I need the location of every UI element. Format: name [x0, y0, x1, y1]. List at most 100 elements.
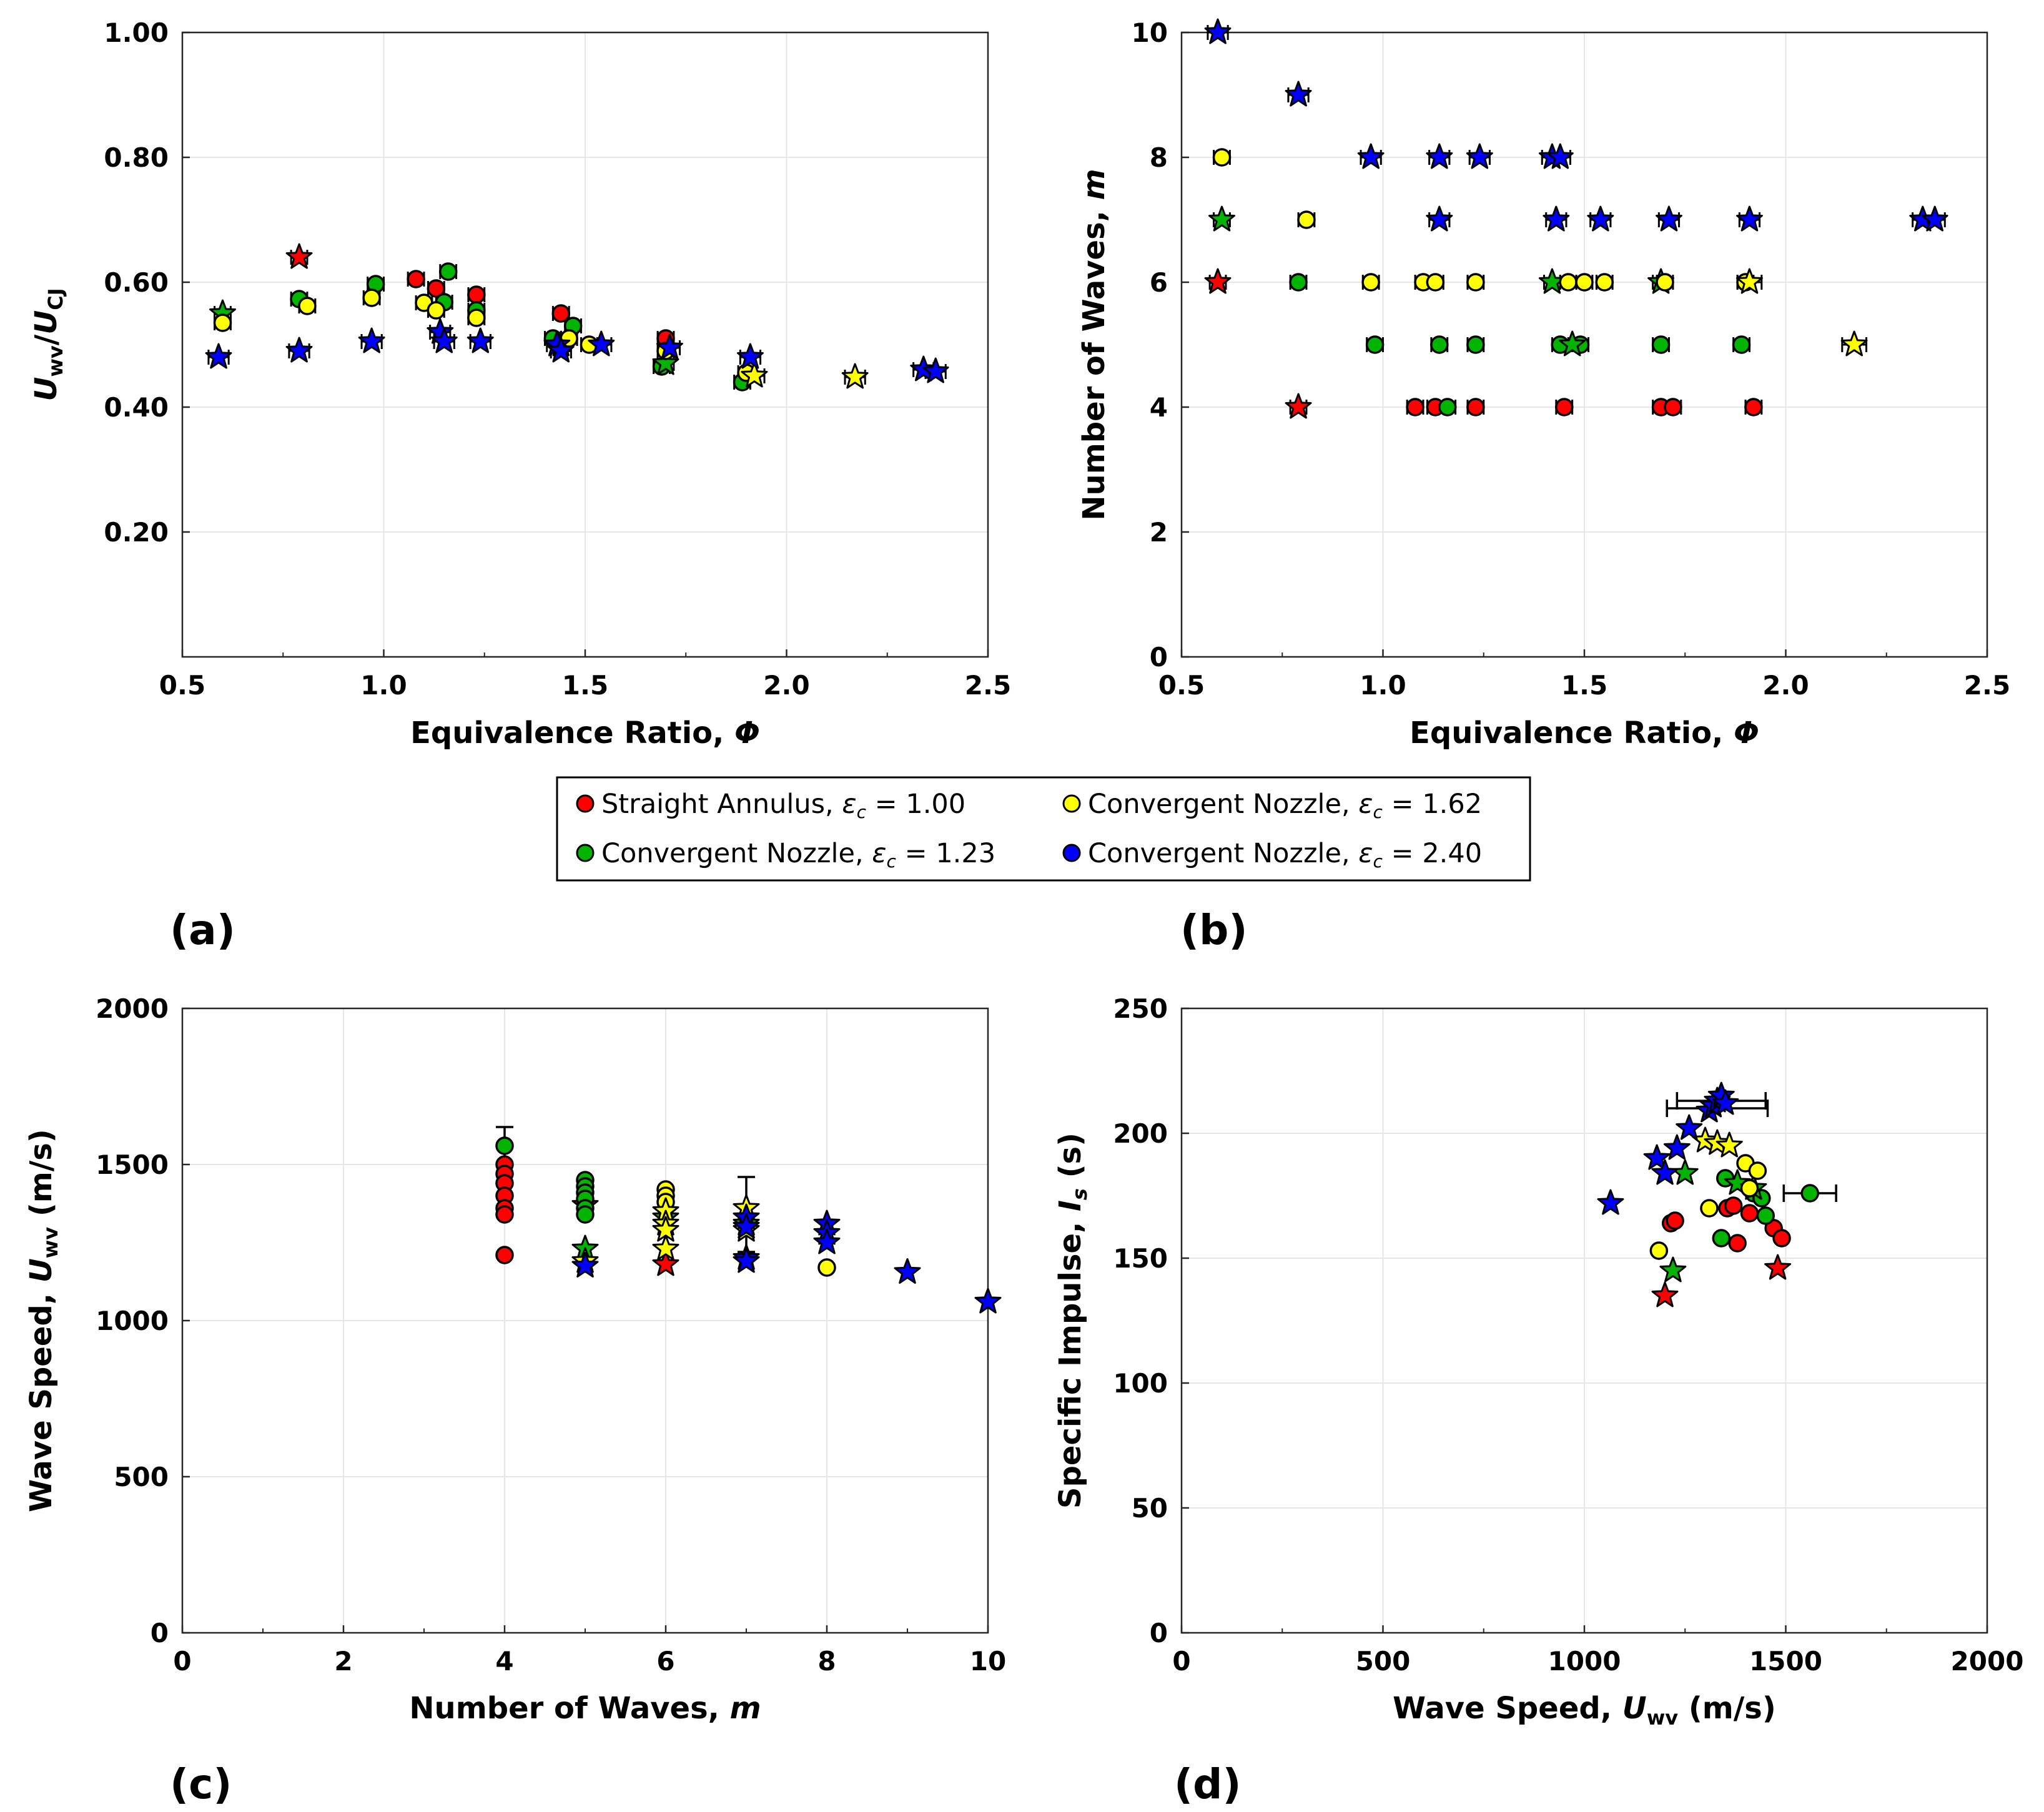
data-point: [1466, 273, 1485, 292]
panel-a-x-axis-label: Equivalence Ratio, Φ: [410, 716, 760, 751]
x-tick-label: 6: [656, 1646, 674, 1677]
y-tick-label: 150: [1113, 1243, 1168, 1274]
legend: Straight Annulus, εc = 1.00 Convergent N…: [556, 776, 1531, 882]
x-tick-label: 500: [1356, 1646, 1411, 1677]
data-point: [1666, 1211, 1684, 1230]
legend-entry-nozzle-240: Convergent Nozzle, εc = 2.40: [1062, 838, 1482, 872]
data-point-star: [737, 343, 764, 369]
data-point: [1365, 335, 1385, 354]
y-tick-label: 250: [1113, 993, 1168, 1024]
panel-a: 0.5 1.0 1.5 2.0 2.5 0.20 0.40 0.60 0.80 1.00 Equi…: [29, 17, 1011, 954]
panel-b-label: (b): [1180, 906, 1248, 954]
data-point-star: [1285, 393, 1312, 419]
data-point-star: [922, 357, 949, 383]
data-point-star: [1736, 268, 1763, 294]
y-tick-label: 0: [151, 1618, 169, 1648]
data-point-star: [547, 337, 575, 363]
data-point-star: [1663, 1134, 1691, 1160]
data-point-star: [894, 1258, 921, 1284]
data-point: [467, 285, 486, 304]
data-point: [1438, 398, 1457, 416]
x-tick-label: 1.5: [562, 670, 608, 701]
x-tick-label: 8: [817, 1646, 836, 1677]
data-point-star: [1208, 205, 1235, 232]
data-point-star: [1736, 205, 1763, 232]
data-point-star: [1466, 143, 1493, 169]
x-tick-label: 2.5: [965, 670, 1011, 701]
y-tick-label: 8: [1150, 142, 1168, 173]
data-point: [1430, 335, 1449, 354]
data-point-star: [1676, 1114, 1703, 1140]
panel-b-y-axis-label: Number of Waves, m: [1077, 169, 1112, 520]
data-point-star: [1357, 143, 1385, 169]
data-point: [427, 301, 446, 320]
x-tick-label: 1500: [1749, 1646, 1822, 1677]
data-point-star: [656, 333, 683, 360]
data-point-star: [1559, 330, 1586, 357]
data-point: [1740, 1179, 1759, 1198]
data-point-star: [1204, 268, 1232, 294]
panel-a-marks: [205, 243, 949, 391]
panel-d-tick-labels: 0 500 1000 1500 2000 0 50 100 150 200 250: [1113, 993, 2023, 1677]
data-point-star: [1543, 205, 1570, 232]
data-point-star: [588, 330, 615, 357]
panel-b-marks: [1204, 18, 1948, 419]
data-point: [495, 1205, 514, 1224]
panel-b-x-axis-label: Equivalence Ratio, Φ: [1410, 716, 1759, 751]
data-point: [1664, 398, 1682, 416]
data-point: [213, 313, 232, 332]
data-point-star: [813, 1228, 841, 1254]
data-point: [495, 1136, 514, 1155]
panel-c-x-axis-label: Number of Waves, m: [409, 1691, 761, 1726]
data-point: [817, 1258, 836, 1277]
data-point: [1466, 335, 1485, 354]
data-point-star: [1285, 81, 1312, 107]
y-tick-label: 0: [1150, 1618, 1168, 1648]
y-tick-label: 50: [1132, 1493, 1168, 1524]
panel-c-label: (c): [170, 1760, 232, 1808]
data-point: [1651, 335, 1671, 354]
panel-b-tick-labels: 0.5 1.0 1.5 2.0 2.5 0 2 4 6 8 10: [1132, 17, 2011, 701]
data-point-star: [1651, 1281, 1679, 1307]
data-point-star: [1643, 1144, 1671, 1170]
x-tick-label: 0.5: [1158, 670, 1205, 701]
x-tick-label: 2: [334, 1646, 352, 1677]
data-point-star: [1426, 205, 1453, 232]
data-point-star: [841, 363, 869, 389]
data-point-star: [1597, 1189, 1624, 1215]
data-point-star: [1659, 1256, 1687, 1283]
data-point: [1728, 1234, 1747, 1253]
panel-d-marks: [1597, 1081, 1837, 1307]
y-tick-label: 1000: [96, 1306, 169, 1336]
x-tick-label: 1.0: [360, 670, 407, 701]
data-point: [1772, 1229, 1791, 1248]
legend-label: Convergent Nozzle, εc = 1.62: [1088, 789, 1482, 822]
data-point: [407, 270, 425, 288]
data-point: [1724, 1196, 1743, 1215]
legend-label: Convergent Nozzle, εc = 2.40: [1088, 838, 1482, 872]
data-point-star: [1840, 330, 1868, 357]
data-point-star: [974, 1288, 1002, 1314]
data-point-star: [1671, 1159, 1699, 1185]
y-tick-label: 1500: [96, 1150, 169, 1180]
y-tick-label: 2: [1150, 517, 1168, 548]
data-point-star: [571, 1252, 599, 1278]
panel-d-x-axis-label: Wave Speed, Uwv (m/s): [1393, 1691, 1776, 1730]
data-point-star: [1426, 143, 1453, 169]
data-point: [1361, 273, 1380, 292]
panel-c-marks: [495, 1126, 1002, 1314]
legend-entry-nozzle-123: Convergent Nozzle, εc = 1.23: [576, 838, 995, 872]
data-point: [495, 1246, 514, 1264]
data-point-star: [285, 337, 313, 363]
y-tick-label: 100: [1113, 1368, 1168, 1399]
x-tick-label: 2.0: [763, 670, 809, 701]
data-point-star: [430, 327, 458, 353]
x-tick-label: 1.0: [1360, 670, 1406, 701]
data-point-star: [467, 327, 494, 353]
data-point: [1559, 273, 1577, 292]
data-point: [1800, 1184, 1819, 1203]
panel-c: 0 2 4 6 8 10 0 500 1000 1500 2000 Number of Waves,…: [24, 993, 1006, 1808]
data-point-star: [652, 1250, 679, 1276]
data-point: [298, 297, 317, 315]
data-point-star: [652, 349, 679, 375]
